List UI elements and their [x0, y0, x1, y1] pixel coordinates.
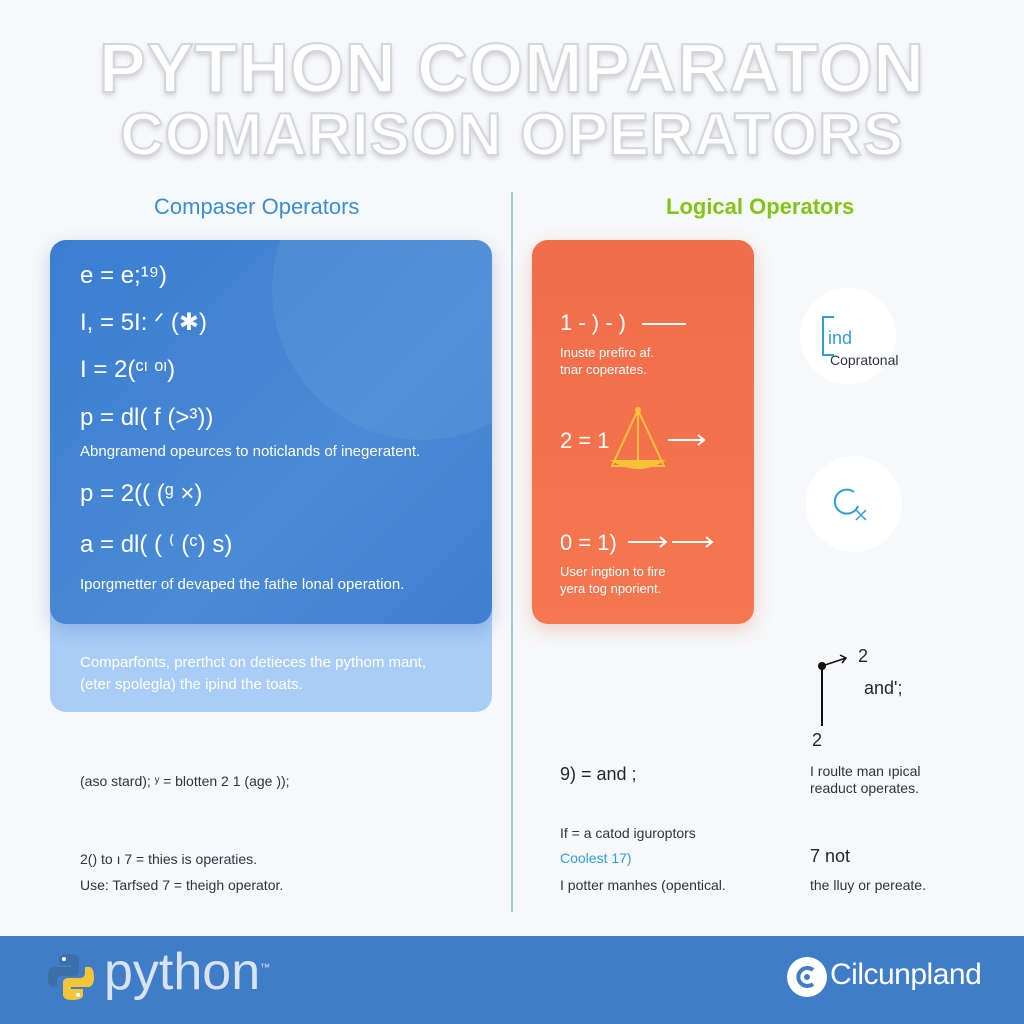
node-bottom: 2: [812, 730, 823, 750]
title-line-1: PYTHON COMPARATON: [98, 28, 925, 108]
trademark: ™: [260, 962, 271, 974]
right-side-1b: readuct operates.: [810, 780, 919, 796]
refresh-icon: [833, 488, 867, 521]
ind-icon-bg: [800, 288, 896, 384]
formula-5: p = 2(( (ᵍ ×): [80, 480, 203, 507]
formula-1: e = e;¹⁹): [80, 262, 167, 289]
refresh-icon-bg: [806, 456, 902, 552]
right-bottom-text-2: I potter manhes (opentical.: [560, 877, 726, 893]
dash-line: [642, 323, 686, 325]
right-bottom-accent: Coolest 17): [560, 850, 632, 866]
right-section-heading: Logical Operators: [666, 194, 855, 219]
logical-note-3a: User ingtion to fire: [560, 564, 666, 579]
right-bottom-text-1: If = a catod iguroptors: [560, 825, 696, 841]
logical-formula-1: 1 - ) - ): [560, 310, 626, 335]
left-bottom-2: 2() to ı 7 = thies is operaties.: [80, 851, 258, 867]
ind-label: ind: [828, 328, 853, 348]
left-bottom-1: (aso stard); ʸ = blotten 2 1 (age ));: [80, 773, 290, 789]
scale-icon: [610, 407, 706, 469]
formula-4: p = dl( f (>³)): [80, 404, 214, 431]
comparison-card: [50, 240, 492, 624]
python-logo-icon: [48, 954, 94, 1000]
logical-note-3b: yera tog nporient.: [560, 581, 662, 596]
card-note-1: Abngramend opeurces to noticlands of ine…: [80, 443, 421, 460]
node-label: 2: [858, 646, 869, 666]
section-divider: [511, 192, 513, 912]
node-text: and';: [864, 678, 903, 698]
card-note-2: Iporgmetter of devaped the fathe lonal o…: [80, 576, 405, 593]
python-wordmark: python™: [104, 942, 270, 1002]
brand-logo-icon: [787, 957, 827, 997]
footer-bar: [0, 936, 1024, 1024]
logical-note-1b: tnar coperates.: [560, 362, 647, 377]
ind-icon: [822, 316, 834, 356]
logical-card: [532, 240, 754, 624]
node-icon: [818, 654, 848, 726]
left-bottom-3: Use: Tarfsed 7 = theigh operator.: [80, 877, 284, 893]
left-section-heading: Compaser Operators: [154, 194, 360, 219]
python-word: python: [104, 943, 261, 1001]
right-side-1a: I roulte man ıpical: [810, 763, 921, 779]
right-side-2-text: the lluy or pereate.: [810, 877, 926, 893]
title-line-2: COMARISON OPERATORS: [119, 100, 904, 169]
formula-2: I, = 5I: ᐟ (✱): [80, 309, 207, 336]
logical-formula-3: 0 = 1): [560, 530, 617, 555]
card-glow: [272, 240, 492, 440]
double-arrow-icon: [628, 536, 714, 548]
light-note-line-2: (eter spolegla) the ipind the toats.: [80, 676, 303, 693]
light-note-line-1: Comparfonts, prerthct on detieces the py…: [80, 654, 427, 671]
formula-3: I = 2(ᶜᶦ ᵒᶦ): [80, 356, 176, 383]
logical-note-1a: Inuste prefiro af.: [560, 345, 654, 360]
ind-caption: Copratonal: [830, 352, 899, 368]
logical-formula-2: 2 = 1: [560, 428, 610, 453]
formula-6: a = dl( ( ⁽ (ᶜ) s): [80, 531, 233, 558]
right-bottom-expr: 9) = and ;: [560, 764, 637, 784]
right-side-2-title: 7 not: [810, 846, 851, 866]
brand-name: Cilcunpland: [830, 958, 982, 991]
